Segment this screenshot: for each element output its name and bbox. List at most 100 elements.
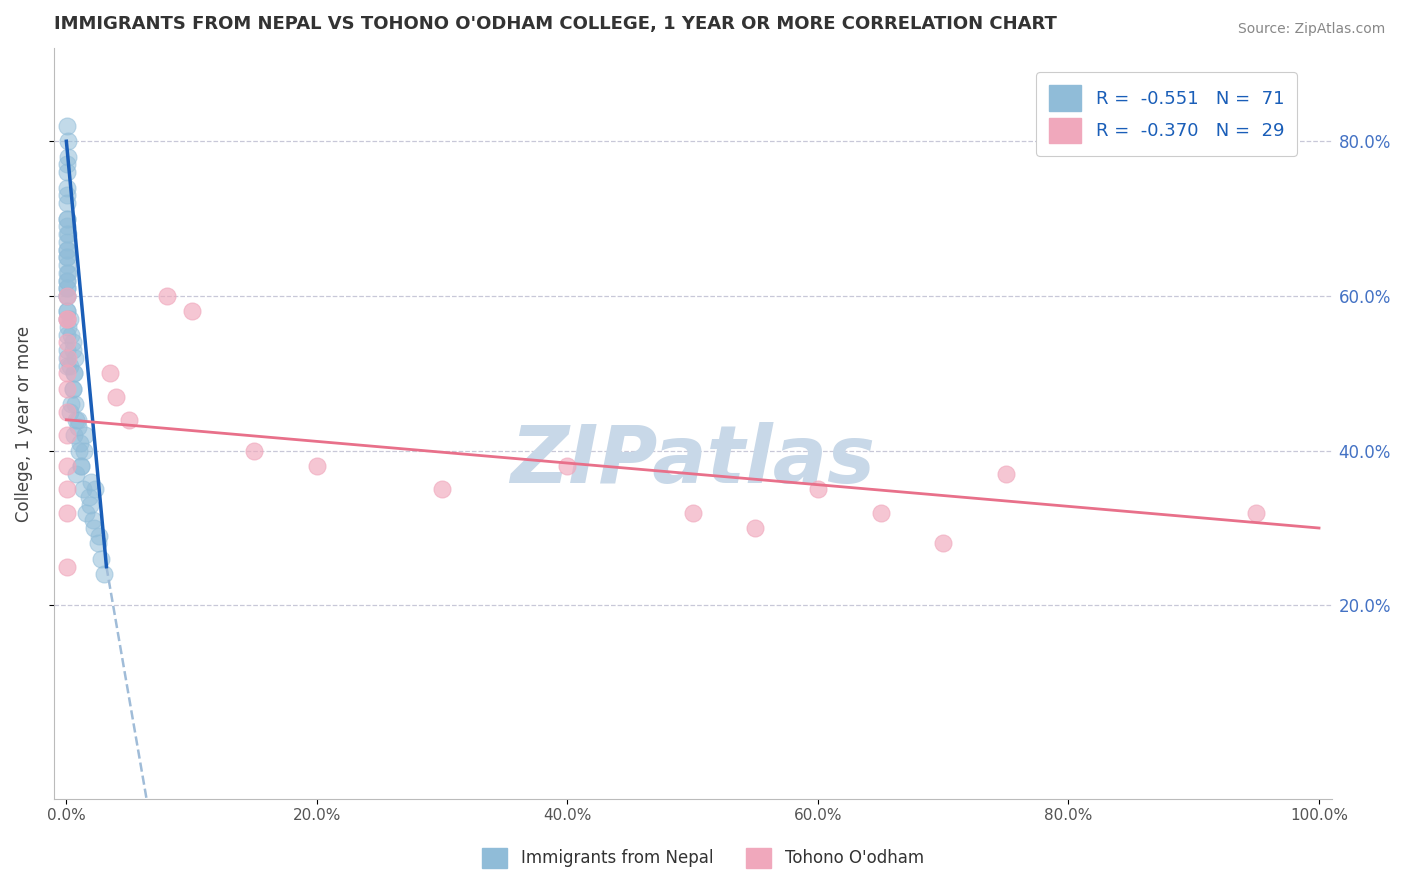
Point — [62, 335, 84, 350]
Point — [60, 327, 83, 342]
Point — [243, 443, 266, 458]
Point — [557, 459, 579, 474]
Point — [87, 529, 110, 543]
Point — [63, 428, 86, 442]
Point — [56, 359, 79, 373]
Point — [65, 413, 87, 427]
Point — [56, 266, 79, 280]
Point — [70, 459, 93, 474]
Point — [56, 312, 79, 326]
Text: ZIPatlas: ZIPatlas — [510, 422, 875, 500]
Point — [56, 258, 79, 272]
Text: IMMIGRANTS FROM NEPAL VS TOHONO O'ODHAM COLLEGE, 1 YEAR OR MORE CORRELATION CHAR: IMMIGRANTS FROM NEPAL VS TOHONO O'ODHAM … — [53, 15, 1057, 33]
Point — [56, 211, 79, 226]
Point — [56, 250, 79, 264]
Point — [56, 119, 79, 133]
Point — [56, 235, 79, 249]
Point — [1246, 506, 1268, 520]
Point — [56, 312, 79, 326]
Point — [58, 150, 80, 164]
Point — [56, 405, 79, 419]
Point — [56, 227, 79, 241]
Point — [56, 243, 79, 257]
Point — [67, 443, 90, 458]
Point — [72, 483, 94, 497]
Point — [84, 483, 107, 497]
Point — [56, 250, 79, 264]
Point — [56, 289, 79, 303]
Point — [60, 397, 83, 411]
Point — [56, 180, 79, 194]
Point — [73, 443, 96, 458]
Point — [56, 382, 79, 396]
Point — [83, 521, 105, 535]
Point — [56, 281, 79, 295]
Point — [63, 397, 86, 411]
Point — [56, 289, 79, 303]
Point — [56, 266, 79, 280]
Legend: Immigrants from Nepal, Tohono O'odham: Immigrants from Nepal, Tohono O'odham — [475, 841, 931, 875]
Point — [430, 483, 453, 497]
Point — [155, 289, 177, 303]
Point — [93, 567, 115, 582]
Point — [69, 436, 91, 450]
Point — [305, 459, 328, 474]
Point — [62, 343, 84, 358]
Point — [90, 552, 112, 566]
Point — [56, 319, 79, 334]
Point — [63, 351, 86, 365]
Point — [56, 506, 79, 520]
Point — [98, 367, 121, 381]
Point — [65, 467, 87, 481]
Point — [59, 405, 82, 419]
Point — [56, 304, 79, 318]
Point — [56, 459, 79, 474]
Point — [56, 243, 79, 257]
Point — [932, 536, 955, 550]
Y-axis label: College, 1 year or more: College, 1 year or more — [15, 326, 32, 522]
Point — [994, 467, 1017, 481]
Point — [75, 428, 97, 442]
Point — [56, 351, 79, 365]
Point — [56, 281, 79, 295]
Point — [56, 343, 79, 358]
Point — [59, 359, 82, 373]
Point — [62, 382, 84, 396]
Point — [56, 428, 79, 442]
Point — [62, 382, 84, 396]
Point — [56, 335, 79, 350]
Point — [56, 367, 79, 381]
Point — [63, 367, 86, 381]
Point — [56, 273, 79, 287]
Point — [66, 413, 89, 427]
Point — [56, 188, 79, 202]
Point — [869, 506, 891, 520]
Point — [86, 536, 108, 550]
Point — [56, 304, 79, 318]
Point — [80, 475, 103, 489]
Point — [56, 351, 79, 365]
Point — [79, 498, 101, 512]
Point — [56, 134, 79, 148]
Point — [63, 367, 86, 381]
Point — [66, 420, 89, 434]
Text: Source: ZipAtlas.com: Source: ZipAtlas.com — [1237, 22, 1385, 37]
Point — [56, 312, 79, 326]
Point — [82, 513, 104, 527]
Point — [56, 327, 79, 342]
Point — [56, 227, 79, 241]
Point — [70, 459, 93, 474]
Point — [56, 157, 79, 171]
Point — [56, 219, 79, 234]
Point — [59, 312, 82, 326]
Point — [77, 490, 100, 504]
Legend: R =  -0.551   N =  71, R =  -0.370   N =  29: R = -0.551 N = 71, R = -0.370 N = 29 — [1036, 72, 1296, 156]
Point — [75, 506, 97, 520]
Point — [744, 521, 766, 535]
Point — [56, 483, 79, 497]
Point — [56, 289, 79, 303]
Point — [118, 413, 141, 427]
Point — [56, 559, 79, 574]
Point — [56, 165, 79, 179]
Point — [682, 506, 704, 520]
